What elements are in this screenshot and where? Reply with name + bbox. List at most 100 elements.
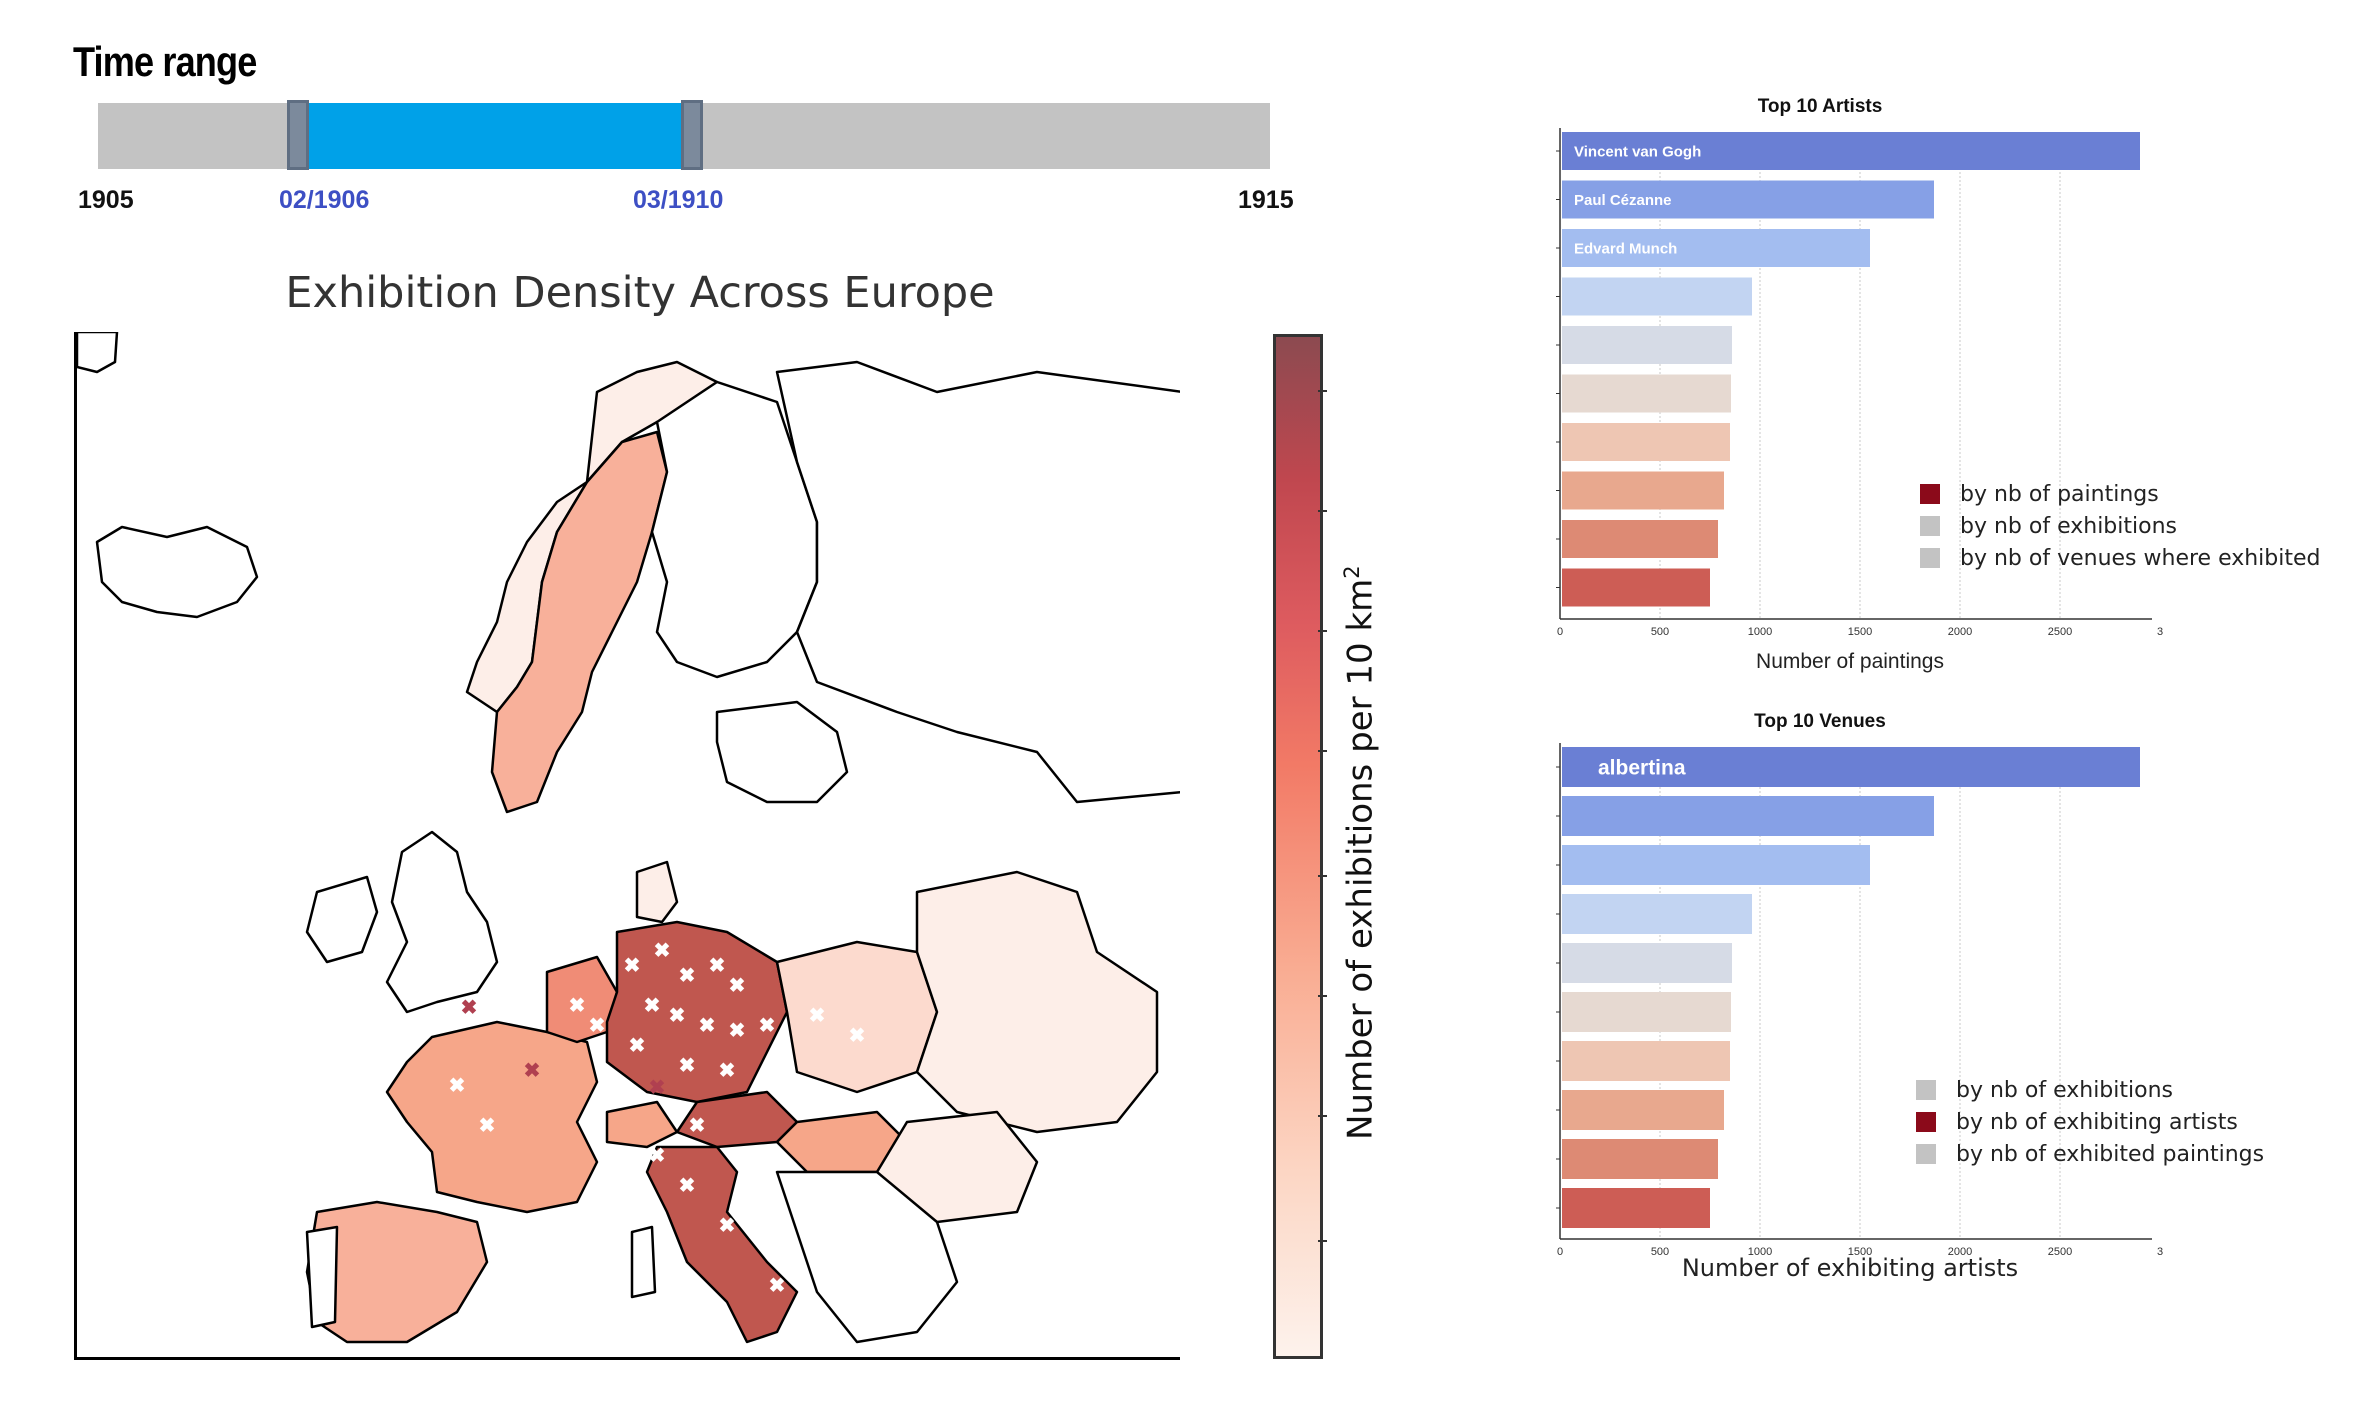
legend-item-venues[interactable]: by nb of venues where exhibited	[1920, 542, 2321, 574]
legend-swatch	[1920, 548, 1940, 568]
colorbar-label: Number of exhibitions per 10 km2	[1340, 565, 1381, 1140]
portugal-shape	[305, 1225, 339, 1329]
time-range-min-label: 1905	[78, 186, 134, 214]
marker-cross: ✖	[769, 1275, 786, 1297]
bar[interactable]	[1562, 229, 1870, 267]
marker-cross: ✖	[449, 1075, 466, 1097]
legend-swatch	[1916, 1112, 1936, 1132]
switzerland-shape	[605, 1100, 679, 1149]
legend-item-exhibitions[interactable]: by nb of exhibitions	[1920, 510, 2321, 542]
venues-x-axis-title: Number of exhibiting artists	[1681, 1254, 2019, 1282]
sardinia-shape	[630, 1225, 657, 1299]
bar[interactable]	[1562, 520, 1718, 558]
bar[interactable]	[1562, 132, 2140, 170]
exhibition-markers: ✖ ✖ ✖ ✖ ✖ ✖ ✖ ✖ ✖ ✖ ✖ ✖ ✖ ✖ ✖ ✖ ✖ ✖ ✖ ✖ …	[449, 940, 866, 1297]
x-tick-label: 3	[2157, 1246, 2163, 1255]
marker-cross: ✖	[719, 1060, 736, 1082]
marker-cross-dark: ✖	[649, 1077, 666, 1099]
x-tick-label: 500	[1651, 626, 1669, 638]
bar[interactable]	[1562, 845, 1870, 885]
time-range-start-label: 02/1906	[279, 186, 370, 214]
bar[interactable]	[1562, 568, 1710, 607]
x-tick-label: 2500	[2048, 1246, 2072, 1255]
europe-density-map[interactable]: ✖ ✖ ✖ ✖ ✖ ✖ ✖ ✖ ✖ ✖ ✖ ✖ ✖ ✖ ✖ ✖ ✖ ✖ ✖ ✖ …	[74, 332, 1180, 1360]
x-tick-label: 0	[1557, 1246, 1563, 1255]
x-tick-label: 0	[1557, 626, 1563, 638]
x-tick-label: 3	[2157, 626, 2163, 638]
russia-shape	[775, 360, 1180, 804]
bar[interactable]	[1562, 1041, 1730, 1081]
colorbar-label-superscript: 2	[1340, 565, 1364, 579]
venues-bar-chart[interactable]: 0 500 1000 1500 2000 2500 3 albertina	[1540, 735, 2180, 1255]
marker-cross: ✖	[759, 1015, 776, 1037]
marker-cross: ✖	[624, 955, 641, 977]
time-range-end-label: 03/1910	[633, 186, 724, 214]
time-range-max-label: 1915	[1238, 186, 1294, 214]
colorbar-tick	[1318, 390, 1327, 392]
time-range-end-handle[interactable]	[681, 100, 703, 170]
bar-label: Paul Cézanne	[1574, 192, 1672, 209]
bar[interactable]	[1562, 374, 1731, 413]
x-tick-label: 2500	[2048, 626, 2072, 638]
bar[interactable]	[1562, 1139, 1718, 1179]
bar[interactable]	[1562, 326, 1732, 364]
marker-cross: ✖	[809, 1005, 826, 1027]
bar[interactable]	[1562, 747, 2140, 787]
legend-label: by nb of exhibitions	[1956, 1077, 2173, 1103]
colorbar-label-text: Number of exhibitions per 10 km	[1340, 578, 1381, 1140]
colorbar-tick	[1318, 750, 1327, 752]
marker-cross: ✖	[689, 1115, 706, 1137]
bar[interactable]	[1562, 992, 1731, 1032]
eastern-europe-shape	[915, 870, 1159, 1134]
legend-label: by nb of exhibited paintings	[1956, 1141, 2265, 1167]
bar-label: Vincent van Gogh	[1574, 143, 1701, 160]
bar[interactable]	[1562, 423, 1730, 461]
bar[interactable]	[1562, 277, 1752, 316]
time-range-selection[interactable]	[300, 103, 690, 169]
europe-map-svg: ✖ ✖ ✖ ✖ ✖ ✖ ✖ ✖ ✖ ✖ ✖ ✖ ✖ ✖ ✖ ✖ ✖ ✖ ✖ ✖ …	[77, 332, 1180, 1344]
legend-item-exhibiting-artists[interactable]: by nb of exhibiting artists	[1916, 1106, 2264, 1138]
legend-swatch	[1916, 1080, 1936, 1100]
x-tick-label: 2000	[1948, 626, 1972, 638]
x-tick-label: 2000	[1948, 1246, 1972, 1255]
colorbar-tick	[1318, 630, 1327, 632]
bar[interactable]	[1562, 796, 1934, 836]
x-tick-label: 1000	[1748, 1246, 1772, 1255]
italy-shape	[645, 1145, 799, 1344]
time-range-title: Time range	[73, 38, 257, 85]
time-range-start-handle[interactable]	[287, 100, 309, 170]
bar[interactable]	[1562, 1188, 1710, 1228]
map-title: Exhibition Density Across Europe	[285, 268, 995, 318]
denmark-shape	[635, 860, 679, 924]
x-tick-label: 1500	[1848, 1246, 1872, 1255]
bar-label: Edvard Munch	[1574, 240, 1677, 257]
marker-cross: ✖	[709, 955, 726, 977]
bar[interactable]	[1562, 471, 1724, 510]
legend-item-exhibited-paintings[interactable]: by nb of exhibited paintings	[1916, 1138, 2264, 1170]
marker-cross: ✖	[589, 1015, 606, 1037]
legend-item-exhibitions[interactable]: by nb of exhibitions	[1916, 1074, 2264, 1106]
x-tick-label: 1000	[1748, 626, 1772, 638]
legend-label: by nb of exhibiting artists	[1956, 1109, 2238, 1135]
legend-swatch	[1920, 516, 1940, 536]
colorbar-tick	[1318, 995, 1327, 997]
marker-cross-dark: ✖	[524, 1060, 541, 1082]
bar[interactable]	[1562, 943, 1732, 983]
marker-cross: ✖	[654, 940, 671, 962]
marker-cross: ✖	[644, 995, 661, 1017]
legend-swatch	[1920, 484, 1940, 504]
marker-cross: ✖	[489, 1215, 506, 1237]
marker-cross: ✖	[719, 1215, 736, 1237]
bar[interactable]	[1562, 894, 1752, 934]
legend-item-paintings[interactable]: by nb of paintings	[1920, 478, 2321, 510]
colorbar-tick	[1318, 510, 1327, 512]
great-britain-shape	[385, 830, 499, 1014]
marker-cross: ✖	[569, 995, 586, 1017]
bar[interactable]	[1562, 180, 1934, 219]
poland-shape	[775, 940, 939, 1094]
artists-bar-chart[interactable]: 0 500 1000 1500 2000 2500 3 Vincent van Gogh Pau…	[1540, 120, 2180, 640]
artists-chart-title: Top 10 Artists	[1757, 96, 1883, 117]
marker-cross: ✖	[679, 1175, 696, 1197]
bar[interactable]	[1562, 1090, 1724, 1130]
colorbar-tick	[1318, 1240, 1327, 1242]
